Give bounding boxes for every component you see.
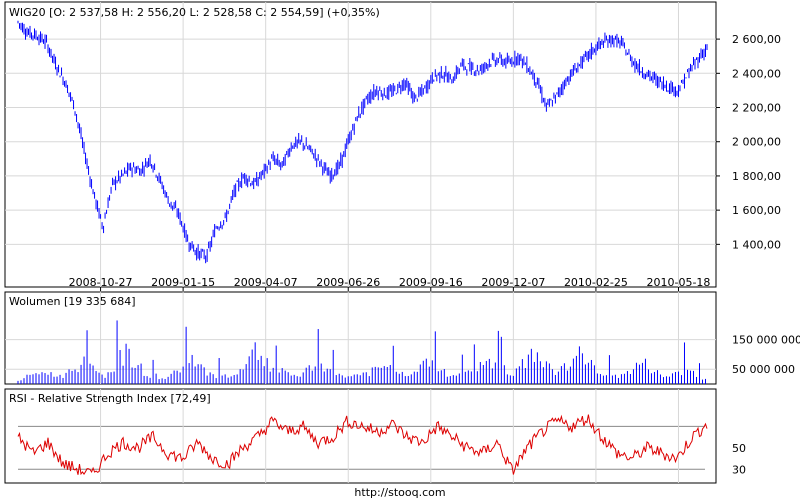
volume-title: Wolumen [19 335 684]	[9, 295, 136, 308]
price-x-tick-label: 2008-10-27	[69, 276, 133, 289]
price-plot	[17, 20, 708, 264]
rsi-panel	[4, 388, 717, 484]
rsi-y-axis: 30 50	[732, 442, 746, 476]
price-x-tick-label: 2010-02-25	[564, 276, 628, 289]
rsi-plot	[17, 414, 708, 476]
footer-url[interactable]: http://stooq.com	[354, 486, 446, 499]
price-y-tick-label: 1 600,00	[732, 204, 781, 217]
rsi-y-tick-label: 50	[732, 442, 746, 455]
price-x-tick-label: 2009-12-07	[481, 276, 545, 289]
price-y-tick-label: 2 000,00	[732, 136, 781, 149]
volume-y-axis: 50 000 000 150 000 000	[732, 334, 800, 377]
rsi-title: RSI - Relative Strength Index [72,49]	[9, 392, 211, 405]
volume-y-tick-label: 50 000 000	[732, 363, 795, 376]
price-y-tick-label: 1 400,00	[732, 238, 781, 251]
price-x-tick-label: 2009-04-07	[234, 276, 298, 289]
rsi-y-tick-label: 30	[732, 463, 746, 476]
price-x-tick-label: 2010-05-18	[647, 276, 711, 289]
price-x-axis: 2008-10-27 2009-01-15 2009-04-07 2009-06-26…	[69, 276, 711, 291]
price-title: WIG20 [O: 2 537,58 H: 2 556,20 L: 2 528,…	[9, 6, 380, 19]
price-x-tick-label: 2009-09-16	[399, 276, 463, 289]
price-y-axis: 1 400,00 1 600,00 1 800,00 2 000,00 2 200,00…	[716, 33, 781, 251]
price-y-tick-label: 2 400,00	[732, 67, 781, 80]
price-y-tick-label: 2 600,00	[732, 33, 781, 46]
price-x-tick-label: 2009-01-15	[151, 276, 215, 289]
price-y-tick-label: 1 800,00	[732, 170, 781, 183]
price-y-tick-label: 2 200,00	[732, 102, 781, 115]
volume-y-tick-label: 150 000 000	[732, 334, 800, 347]
price-x-tick-label: 2009-06-26	[316, 276, 380, 289]
rsi-line	[17, 414, 708, 476]
volume-plot	[17, 320, 706, 384]
